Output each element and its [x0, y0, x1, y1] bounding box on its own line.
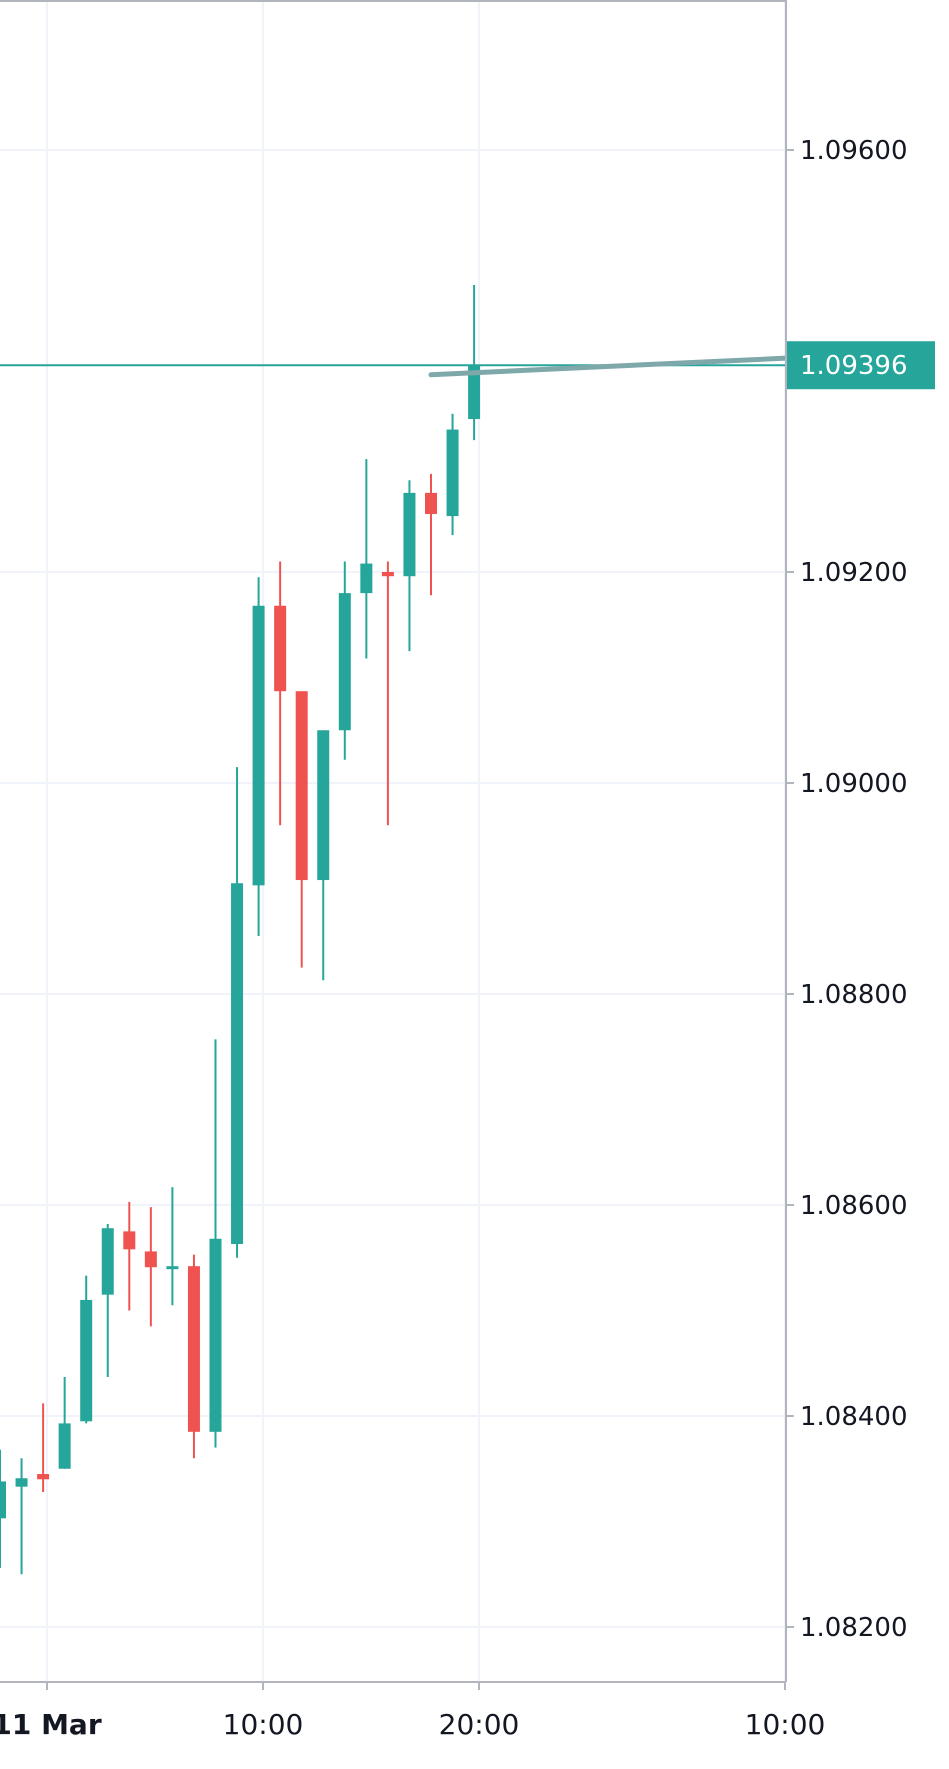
- candle-body-2: [37, 1474, 50, 1480]
- candle-body-19: [403, 492, 416, 577]
- candle-20: [425, 473, 437, 596]
- candle-body-18: [381, 572, 394, 577]
- candle-18: [381, 561, 394, 826]
- y-tick-label-6: 1.09600: [800, 136, 908, 166]
- candle-15: [317, 730, 330, 981]
- candle-body-10: [209, 1238, 222, 1432]
- candle-10: [209, 1039, 222, 1448]
- candle-body-9: [187, 1266, 200, 1432]
- candle-body-5: [101, 1228, 114, 1295]
- candle-body-7: [144, 1251, 157, 1268]
- candle-1: [15, 1458, 28, 1575]
- y-tick-label-5: 1.09200: [800, 558, 908, 588]
- grid-layer: [0, 0, 786, 1682]
- y-tick-label-4: 1.09000: [800, 769, 908, 799]
- candle-body-21: [446, 429, 459, 517]
- candle-body-3: [58, 1423, 71, 1469]
- x-tick-label-3: 10:00: [745, 1708, 826, 1741]
- candle-body-4: [80, 1299, 93, 1422]
- candle-body-22: [468, 365, 481, 420]
- axis-layer: 1.08200 1.08400 1.08600 1.08800 1.09000 1.092…: [0, 0, 935, 1741]
- candle-12: [252, 577, 265, 936]
- candle-body-6: [123, 1231, 136, 1250]
- candle-body-20: [425, 492, 437, 514]
- last-price-badge-bg: [787, 341, 935, 390]
- candles-layer: [0, 285, 481, 1575]
- x-tick-label-1: 10:00: [223, 1708, 304, 1741]
- y-tick-label-0: 1.08200: [800, 1613, 908, 1643]
- y-tick-label-2: 1.08600: [800, 1191, 908, 1221]
- candle-9: [187, 1254, 200, 1459]
- candle-body-0: [0, 1481, 6, 1519]
- candle-21: [446, 413, 459, 536]
- candle-body-11: [231, 883, 244, 1245]
- candle-7: [144, 1207, 157, 1327]
- candle-0: [0, 1449, 6, 1568]
- candle-body-14: [295, 691, 308, 881]
- candle-13: [274, 561, 287, 826]
- y-tick-label-3: 1.08800: [800, 980, 908, 1010]
- y-tick-label-1: 1.08400: [800, 1402, 908, 1432]
- last-price-badge: 1.09396: [787, 341, 935, 390]
- candle-5: [101, 1223, 114, 1377]
- candle-body-1: [15, 1478, 28, 1487]
- candle-body-16: [338, 593, 351, 731]
- overlay-layer: [0, 350, 908, 378]
- x-tick-label-0: 11 Mar: [0, 1708, 102, 1741]
- candle-8: [166, 1187, 179, 1306]
- candle-16: [338, 561, 351, 760]
- candle-17: [360, 459, 373, 659]
- candle-4: [80, 1275, 93, 1424]
- candle-body-12: [252, 605, 265, 886]
- candle-19: [403, 480, 416, 652]
- candle-22: [468, 285, 481, 441]
- candle-body-15: [317, 730, 330, 881]
- candle-body-8: [166, 1266, 179, 1270]
- candle-3: [58, 1376, 71, 1469]
- candle-body-17: [360, 563, 373, 594]
- candle-11: [231, 767, 244, 1258]
- candle-body-13: [274, 605, 287, 692]
- candle-2: [37, 1403, 50, 1492]
- candle-6: [123, 1201, 136, 1311]
- x-tick-label-2: 20:00: [439, 1708, 520, 1741]
- last-price-label: 1.09396: [800, 351, 908, 381]
- candle-14: [295, 691, 308, 968]
